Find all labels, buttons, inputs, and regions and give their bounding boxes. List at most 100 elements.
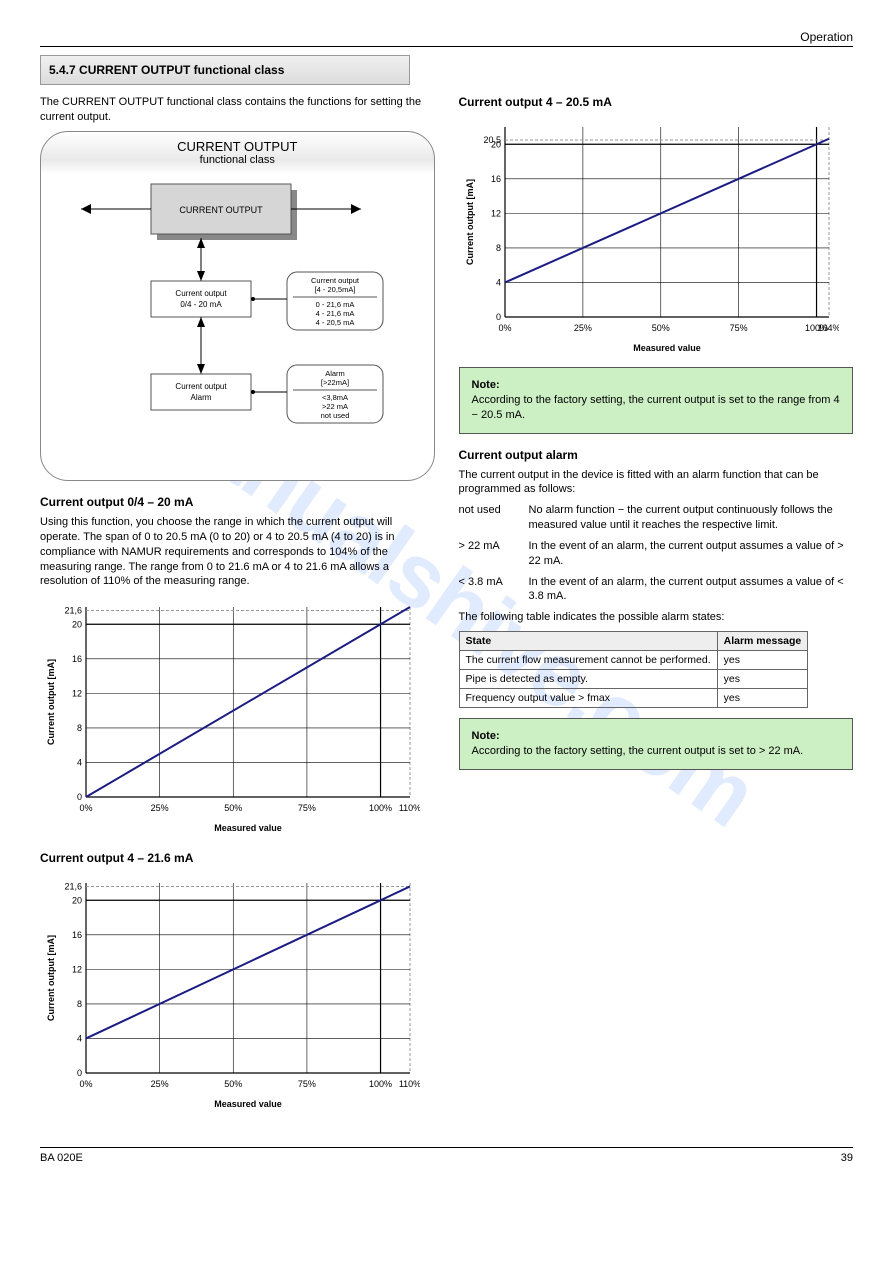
chart-svg: 04812162020,50%25%50%75%100%104%Current … [459,117,839,357]
svg-text:8: 8 [77,999,82,1009]
svg-text:50%: 50% [224,803,242,813]
table-cell: Frequency output value > fmax [459,689,717,708]
svg-text:0%: 0% [79,803,92,813]
note-2-text: According to the factory setting, the cu… [472,745,804,757]
svg-text:0: 0 [77,1068,82,1078]
svg-text:20: 20 [72,620,82,630]
subhead-4-21-6: Current output 4 – 21.6 mA [40,851,435,865]
svg-text:[>22mA]: [>22mA] [321,378,349,387]
intro-paragraph: The CURRENT OUTPUT functional class cont… [40,95,435,125]
table-cell: Pipe is detected as empty. [459,670,717,689]
note-1-text: According to the factory setting, the cu… [472,394,840,421]
note-box-2: Note: According to the factory setting, … [459,718,854,770]
svg-text:Current output [mA]: Current output [mA] [46,659,56,745]
footer-right: 39 [841,1152,853,1164]
svg-text:12: 12 [490,208,500,218]
para-0-4-20ma: Using this function, you choose the rang… [40,515,435,589]
svg-text:20,5: 20,5 [483,135,501,145]
svg-text:<3,8mA: <3,8mA [322,393,348,402]
svg-text:0: 0 [495,312,500,322]
svg-text:50%: 50% [651,323,669,333]
chart-svg: 04812162021,60%25%50%75%100%110%Current … [40,873,420,1113]
svg-text:50%: 50% [224,1079,242,1089]
svg-text:104%: 104% [817,323,839,333]
alarm-state-table: StateAlarm messageThe current flow measu… [459,631,809,708]
diagram-title-line2: functional class [51,154,424,166]
svg-text:25%: 25% [151,1079,169,1089]
table-cell: yes [717,670,808,689]
svg-text:Current output: Current output [175,382,227,391]
svg-text:0: 0 [77,792,82,802]
svg-text:Alarm: Alarm [191,393,212,402]
svg-text:75%: 75% [298,803,316,813]
note-icon: Note: [472,379,500,391]
svg-text:4: 4 [495,277,500,287]
svg-text:25%: 25% [573,323,591,333]
svg-text:75%: 75% [729,323,747,333]
svg-text:20: 20 [72,896,82,906]
svg-text:12: 12 [72,689,82,699]
bottom-rule [40,1147,853,1148]
svg-text:16: 16 [490,174,500,184]
svg-text:75%: 75% [298,1079,316,1089]
svg-text:0/4 - 20 mA: 0/4 - 20 mA [180,300,222,309]
table-cell: The current flow measurement cannot be p… [459,651,717,670]
svg-text:4 - 20,5 mA: 4 - 20,5 mA [316,318,355,327]
svg-text:Measured value: Measured value [214,1099,282,1109]
svg-text:8: 8 [495,243,500,253]
svg-text:Current output: Current output [311,276,360,285]
svg-text:Current output [mA]: Current output [mA] [46,935,56,1021]
diagram-title-line1: CURRENT OUTPUT [51,140,424,154]
svg-text:4 - 21,6 mA: 4 - 21,6 mA [316,309,355,318]
svg-text:16: 16 [72,654,82,664]
alarm-option-row: not usedNo alarm function − the current … [459,503,854,533]
chart-4-21-6: 04812162021,60%25%50%75%100%110%Current … [40,873,435,1113]
chart-0-21-6: 04812162021,60%25%50%75%100%110%Current … [40,597,435,837]
footer: BA 020E 39 [40,1152,853,1164]
svg-text:Current output [mA]: Current output [mA] [465,179,475,265]
table-header-cell: Alarm message [717,632,808,651]
table-header-row: StateAlarm message [459,632,808,651]
table-cell: yes [717,651,808,670]
svg-text:8: 8 [77,723,82,733]
note-icon: Note: [472,730,500,742]
svg-text:[4 - 20,5mA]: [4 - 20,5mA] [315,285,356,294]
alarm-option-row: < 3.8 mAIn the event of an alarm, the cu… [459,575,854,605]
alarm-option-list: not usedNo alarm function − the current … [459,503,854,604]
svg-text:21,6: 21,6 [64,882,82,892]
svg-text:100%: 100% [369,803,392,813]
svg-text:4: 4 [77,758,82,768]
header-right: Operation [40,30,853,44]
chart-4-20-5: 04812162020,50%25%50%75%100%104%Current … [459,117,854,357]
svg-text:110%: 110% [399,1079,420,1089]
table-row: Frequency output value > fmaxyes [459,689,808,708]
svg-text:110%: 110% [399,803,420,813]
diagram-svg: CURRENT OUTPUT Current output 0/4 - 20 m… [51,166,391,466]
table-row: Pipe is detected as empty.yes [459,670,808,689]
svg-text:Measured value: Measured value [633,343,701,353]
svg-text:Current output: Current output [175,289,227,298]
svg-text:16: 16 [72,930,82,940]
table-header-cell: State [459,632,717,651]
svg-text:not used: not used [321,411,350,420]
svg-text:100%: 100% [369,1079,392,1089]
svg-text:12: 12 [72,965,82,975]
diagram-main-block-text: CURRENT OUTPUT [179,205,263,215]
svg-text:Alarm: Alarm [325,369,345,378]
svg-text:>22 mA: >22 mA [322,402,348,411]
table-cell: yes [717,689,808,708]
svg-text:25%: 25% [151,803,169,813]
table-row: The current flow measurement cannot be p… [459,651,808,670]
subhead-4-20-5: Current output 4 – 20.5 mA [459,95,854,109]
para-alarm-states: The following table indicates the possib… [459,610,854,625]
diagram-title: CURRENT OUTPUT functional class [51,140,424,166]
note-box-1: Note: According to the factory setting, … [459,367,854,434]
para-alarm-intro: The current output in the device is fitt… [459,468,854,498]
subhead-0-4-20ma: Current output 0/4 – 20 mA [40,495,435,509]
svg-text:4: 4 [77,1034,82,1044]
functional-class-diagram: CURRENT OUTPUT functional class CURRENT … [40,131,435,481]
section-heading-text: 5.4.7 CURRENT OUTPUT functional class [49,63,284,77]
section-heading-bar: 5.4.7 CURRENT OUTPUT functional class [40,55,410,85]
top-rule [40,46,853,47]
alarm-option-row: > 22 mAIn the event of an alarm, the cur… [459,539,854,569]
